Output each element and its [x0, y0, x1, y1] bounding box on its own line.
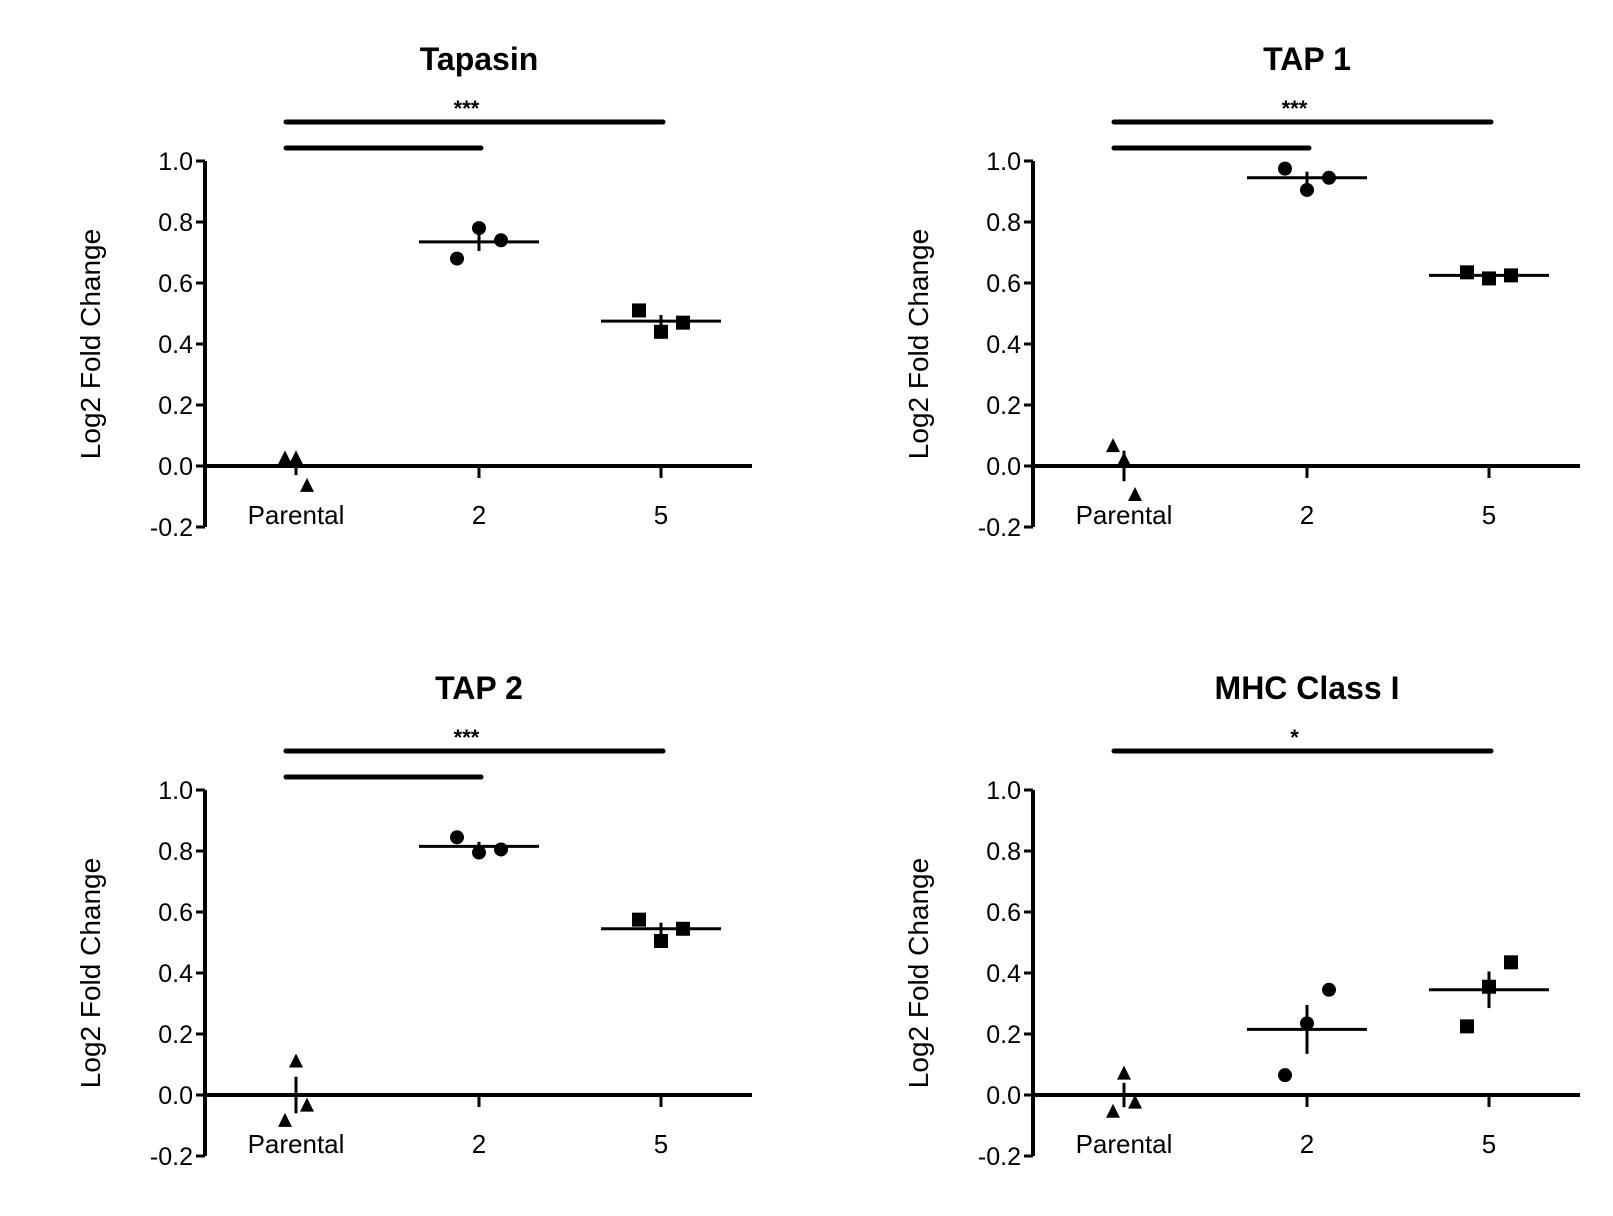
data-point	[1322, 982, 1336, 997]
y-tick-label: -0.2	[978, 1143, 1021, 1171]
significance-label: ***	[454, 96, 480, 121]
x-tick-label: 2	[472, 1129, 486, 1159]
y-axis-title: Log2 Fold Change	[903, 229, 934, 459]
y-tick-label: -0.2	[150, 1143, 193, 1171]
y-tick-label: 1.0	[158, 148, 193, 176]
y-tick-label: 0.4	[158, 331, 193, 359]
data-point	[676, 315, 690, 330]
data-point	[1482, 979, 1496, 994]
x-tick-label: 5	[1482, 1129, 1496, 1159]
x-tick-label: 2	[472, 500, 486, 530]
data-point	[1128, 1094, 1142, 1109]
y-tick-label: 0.4	[158, 960, 193, 988]
data-point	[1460, 265, 1474, 280]
y-tick-label: 0.6	[986, 270, 1021, 298]
data-point	[676, 921, 690, 936]
data-point	[1504, 268, 1518, 283]
y-tick-label: 1.0	[986, 148, 1021, 176]
chart-panel-2: TAP 1 Log2 Fold Change 1.0 0.8 0.6 0.4 0.2 0.0 -…	[903, 41, 1580, 542]
y-tick-label: 0.8	[158, 838, 193, 866]
data-point	[1504, 955, 1518, 970]
y-tick-label: 0.0	[986, 453, 1021, 481]
data-point	[494, 842, 508, 857]
x-tick-label: Parental	[248, 500, 345, 530]
data-point	[1482, 271, 1496, 286]
y-axis-title: Log2 Fold Change	[903, 858, 934, 1088]
data-point	[1322, 170, 1336, 185]
x-tick-label: Parental	[248, 1129, 345, 1159]
data-point	[289, 1053, 303, 1068]
chart-title: TAP 2	[435, 670, 523, 706]
y-axis-title: Log2 Fold Change	[75, 229, 106, 459]
y-tick-label: 0.0	[158, 453, 193, 481]
data-point	[1278, 1068, 1292, 1083]
data-point	[1106, 1103, 1120, 1118]
y-tick-label: 0.8	[986, 209, 1021, 237]
y-tick-label: 0.6	[158, 270, 193, 298]
data-point	[278, 1112, 292, 1127]
data-point	[1117, 1065, 1131, 1080]
data-point	[1460, 1019, 1474, 1034]
x-tick-label: Parental	[1076, 500, 1173, 530]
x-tick-label: 5	[654, 1129, 668, 1159]
significance-label: ***	[454, 725, 480, 750]
y-tick-label: 0.4	[986, 331, 1021, 359]
significance-label: ***	[1282, 96, 1308, 121]
x-tick-label: 2	[1300, 1129, 1314, 1159]
data-point	[289, 450, 303, 465]
y-tick-label: -0.2	[150, 514, 193, 542]
x-tick-label: 5	[654, 500, 668, 530]
y-axis-title: Log2 Fold Change	[75, 858, 106, 1088]
y-tick-label: -0.2	[978, 514, 1021, 542]
data-point	[1300, 1016, 1314, 1031]
data-point	[1128, 486, 1142, 501]
y-tick-label: 0.2	[986, 392, 1021, 420]
x-tick-label: 2	[1300, 500, 1314, 530]
y-tick-label: 0.8	[158, 209, 193, 237]
data-point	[1278, 161, 1292, 176]
data-point	[1300, 182, 1314, 197]
y-tick-label: 0.2	[158, 1021, 193, 1049]
y-tick-label: 0.6	[158, 899, 193, 927]
x-tick-label: 5	[1482, 500, 1496, 530]
data-point	[278, 450, 292, 465]
chart-panel-1: Tapasin Log2 Fold Change 1.0 0.8 0.6 0.4 0.2 0.…	[75, 41, 752, 542]
data-point	[1117, 451, 1131, 466]
chart-title: Tapasin	[420, 41, 539, 77]
data-point	[300, 477, 314, 492]
y-tick-label: 0.0	[986, 1082, 1021, 1110]
data-point	[472, 845, 486, 860]
x-tick-label: Parental	[1076, 1129, 1173, 1159]
y-tick-label: 0.8	[986, 838, 1021, 866]
data-point	[654, 933, 668, 948]
data-point	[632, 912, 646, 927]
y-tick-label: 0.0	[158, 1082, 193, 1110]
chart-panel-4: MHC Class I Log2 Fold Change 1.0 0.8 0.6 0.4 0…	[903, 670, 1580, 1171]
data-point	[450, 251, 464, 266]
y-tick-label: 0.2	[158, 392, 193, 420]
significance-label: *	[1290, 725, 1299, 750]
data-point	[632, 303, 646, 318]
y-tick-label: 1.0	[986, 777, 1021, 805]
data-point	[300, 1097, 314, 1112]
data-point	[1106, 438, 1120, 453]
y-tick-label: 0.4	[986, 960, 1021, 988]
chart-title: MHC Class I	[1215, 670, 1400, 706]
y-tick-label: 1.0	[158, 777, 193, 805]
y-tick-label: 0.2	[986, 1021, 1021, 1049]
chart-title: TAP 1	[1263, 41, 1351, 77]
data-point	[450, 830, 464, 845]
chart-panel-3: TAP 2 Log2 Fold Change 1.0 0.8 0.6 0.4 0.2 0.0 -…	[75, 670, 752, 1171]
data-point	[494, 233, 508, 248]
data-point	[472, 221, 486, 236]
data-point	[654, 324, 668, 339]
y-tick-label: 0.6	[986, 899, 1021, 927]
